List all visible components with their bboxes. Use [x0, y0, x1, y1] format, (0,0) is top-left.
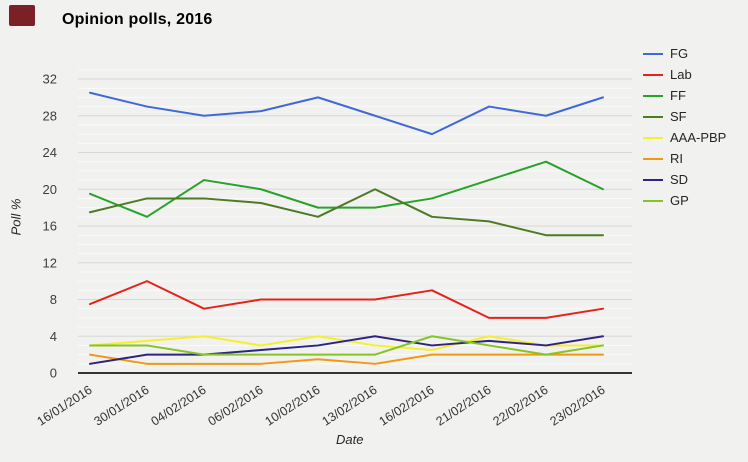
- series-line-GP: [89, 335, 604, 356]
- legend-swatch-FG: [643, 52, 663, 56]
- series-line-SD: [89, 335, 604, 365]
- legend-label-SD: SD: [670, 172, 689, 187]
- legend-swatch-GP: [643, 199, 663, 203]
- y-tick-label: 20: [43, 182, 57, 197]
- legend-label-RI: RI: [670, 151, 683, 166]
- x-tick-label: 13/02/2016: [320, 383, 380, 429]
- series-line-SF: [89, 188, 604, 237]
- x-tick-label: 21/02/2016: [434, 383, 494, 429]
- legend-label-GP: GP: [670, 193, 689, 208]
- x-axis-label: Date: [336, 432, 364, 447]
- legend-label-FF: FF: [670, 88, 686, 103]
- y-tick-label: 4: [50, 329, 57, 344]
- legend-item-SF: SF: [643, 110, 726, 124]
- series-line-Lab: [89, 280, 604, 319]
- legend-label-SF: SF: [670, 109, 687, 124]
- legend-label-FG: FG: [670, 46, 689, 61]
- maroon-corner-badge: [9, 5, 35, 26]
- legend-item-SD: SD: [643, 173, 726, 187]
- legend-swatch-AAA-PBP: [643, 136, 663, 140]
- y-tick-label: 16: [43, 219, 57, 234]
- x-tick-label: 06/02/2016: [206, 383, 266, 429]
- legend-swatch-SD: [643, 178, 663, 182]
- y-tick-label: 8: [50, 292, 57, 307]
- x-tick-label: 23/02/2016: [548, 383, 608, 429]
- legend-swatch-Lab: [643, 73, 663, 77]
- y-tick-label: 12: [43, 255, 57, 270]
- series-line-FG: [89, 91, 604, 136]
- legend: FG Lab FF SF AAA-PBP RI SD GP: [643, 47, 726, 208]
- legend-item-RI: RI: [643, 152, 726, 166]
- legend-swatch-RI: [643, 157, 663, 161]
- legend-item-FG: FG: [643, 47, 726, 61]
- x-tick-label: 16/02/2016: [377, 383, 437, 429]
- series-line-RI: [89, 353, 604, 365]
- x-tick-label: 10/02/2016: [263, 383, 323, 429]
- x-tick-label: 30/01/2016: [92, 383, 152, 429]
- legend-label-Lab: Lab: [670, 67, 692, 82]
- y-tick-label: 24: [43, 145, 57, 160]
- legend-item-AAA-PBP: AAA-PBP: [643, 131, 726, 145]
- legend-swatch-FF: [643, 94, 663, 98]
- y-tick-label: 0: [50, 366, 57, 381]
- x-tick-label: 04/02/2016: [149, 383, 209, 429]
- legend-item-GP: GP: [643, 194, 726, 208]
- x-tick-label: 16/01/2016: [35, 383, 95, 429]
- y-tick-label: 32: [43, 72, 57, 87]
- chart-title: Opinion polls, 2016: [62, 11, 213, 28]
- legend-item-Lab: Lab: [643, 68, 726, 82]
- legend-item-FF: FF: [643, 89, 726, 103]
- y-tick-label: 28: [43, 108, 57, 123]
- legend-swatch-SF: [643, 115, 663, 119]
- legend-label-AAA-PBP: AAA-PBP: [670, 130, 727, 145]
- x-tick-label: 22/02/2016: [491, 383, 551, 429]
